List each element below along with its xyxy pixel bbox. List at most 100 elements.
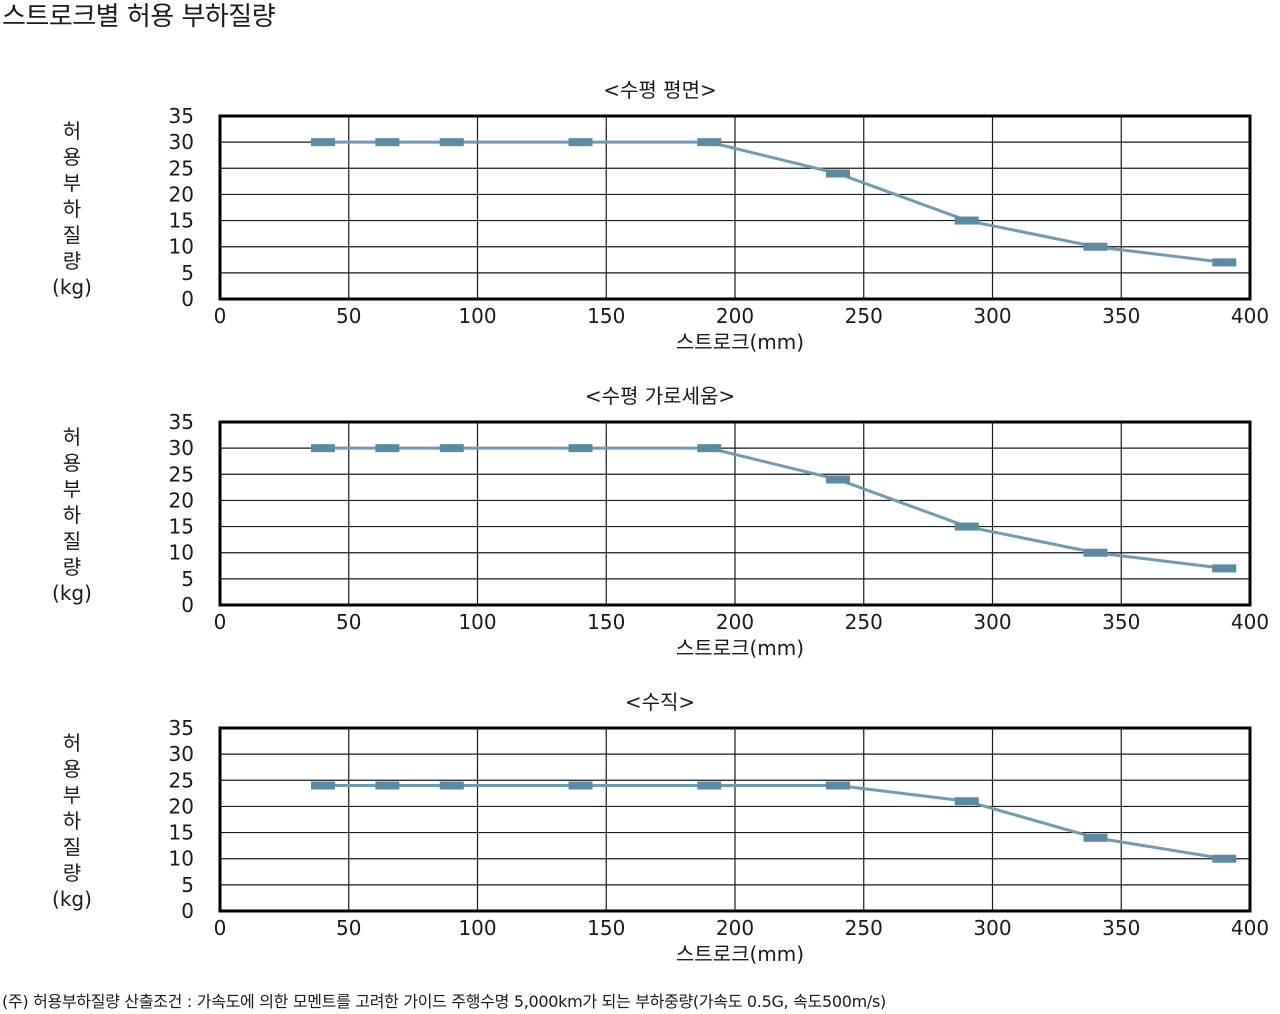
series-line [323,784,1225,861]
x-tick-label: 0 [214,610,227,634]
x-tick-label: 200 [716,916,754,940]
x-tick-label: 300 [973,610,1011,634]
y-tick-label: 5 [181,261,194,285]
chart-title: <수직> [625,690,695,714]
y-tick-label: 15 [169,821,194,845]
y-axis-label-char: 허 [63,119,81,143]
y-tick-label: 20 [169,182,194,206]
y-axis-label-char: 질 [63,223,81,247]
data-point [568,138,593,147]
x-tick-label: 350 [1102,304,1140,328]
y-tick-label: 25 [169,768,194,792]
x-tick-label: 350 [1102,610,1140,634]
x-tick-label: 200 [716,610,754,634]
x-tick-label: 250 [845,916,883,940]
x-tick-label: 100 [458,916,496,940]
chart-title: <수평 가로세움> [585,384,735,408]
data-point [954,216,979,225]
y-tick-label: 25 [169,156,194,180]
x-tick-label: 200 [716,304,754,328]
y-tick-label: 15 [169,209,194,233]
y-tick-label: 5 [181,567,194,591]
footnote: (주) 허용부하질량 산출조건 : 가속도에 의한 모멘트를 고려한 가이드 주… [2,992,886,1011]
y-tick-label: 35 [169,104,194,128]
x-tick-label: 300 [973,304,1011,328]
y-tick-label: 10 [169,847,194,871]
x-tick-label: 400 [1231,610,1269,634]
y-axis-label-char: 량 [63,249,81,273]
page-title: 스트로크별 허용 부하질량 [2,2,276,32]
x-tick-label: 100 [458,610,496,634]
data-point [1083,833,1108,842]
data-point [375,444,400,453]
data-point [826,169,850,178]
data-point [1212,854,1237,863]
x-tick-label: 0 [214,916,227,940]
y-axis-label-char: 허 [63,425,81,449]
chart-title: <수평 평면> [603,78,716,102]
data-point [1083,242,1108,251]
y-axis-label-char: 부 [63,477,81,501]
y-axis-label-char: (kg) [52,581,92,605]
x-tick-label: 300 [973,916,1011,940]
x-tick-label: 150 [587,304,625,328]
y-tick-label: 0 [181,287,194,311]
y-axis-label-char: 량 [63,861,81,885]
x-axis-label: 스트로크(mm) [676,330,804,354]
x-tick-label: 50 [336,610,361,634]
x-axis-label: 스트로크(mm) [676,942,804,966]
x-tick-label: 100 [458,304,496,328]
y-tick-label: 30 [169,742,194,766]
y-axis-label-char: 부 [63,171,81,195]
x-tick-label: 250 [845,304,883,328]
x-tick-label: 150 [587,610,625,634]
y-axis-label-char: 질 [63,835,81,859]
x-tick-label: 350 [1102,916,1140,940]
y-tick-label: 0 [181,899,194,923]
data-point [1083,548,1108,557]
y-axis-label-char: 용 [63,757,81,781]
data-point [311,444,335,453]
data-point [439,781,464,790]
plot-frame [218,420,1252,607]
y-axis-label-char: 하 [63,197,81,221]
data-point [697,444,722,453]
data-point [568,781,593,790]
data-point [826,475,850,484]
data-point [826,781,850,790]
y-tick-label: 10 [169,541,194,565]
y-axis-label-char: 용 [63,451,81,475]
y-axis-label-char: 량 [63,555,81,579]
data-point [311,138,335,147]
x-tick-label: 50 [336,916,361,940]
y-axis-label-char: 질 [63,529,81,553]
x-tick-label: 150 [587,916,625,940]
plot-frame [218,114,1252,301]
data-point [954,522,979,531]
y-tick-label: 20 [169,794,194,818]
data-point [375,781,400,790]
data-point [568,444,593,453]
y-axis-label-char: 부 [63,783,81,807]
data-point [954,797,979,806]
y-tick-label: 35 [169,410,194,434]
data-point [697,781,722,790]
y-tick-label: 20 [169,488,194,512]
x-tick-label: 250 [845,610,883,634]
y-tick-label: 30 [169,130,194,154]
y-tick-label: 0 [181,593,194,617]
data-point [697,138,722,147]
y-tick-label: 5 [181,873,194,897]
y-tick-label: 15 [169,515,194,539]
data-point [439,138,464,147]
data-point [1212,564,1237,573]
y-tick-label: 35 [169,716,194,740]
data-point [375,138,400,147]
y-tick-label: 10 [169,235,194,259]
x-tick-label: 400 [1231,304,1269,328]
data-point [311,781,335,790]
y-tick-label: 25 [169,462,194,486]
